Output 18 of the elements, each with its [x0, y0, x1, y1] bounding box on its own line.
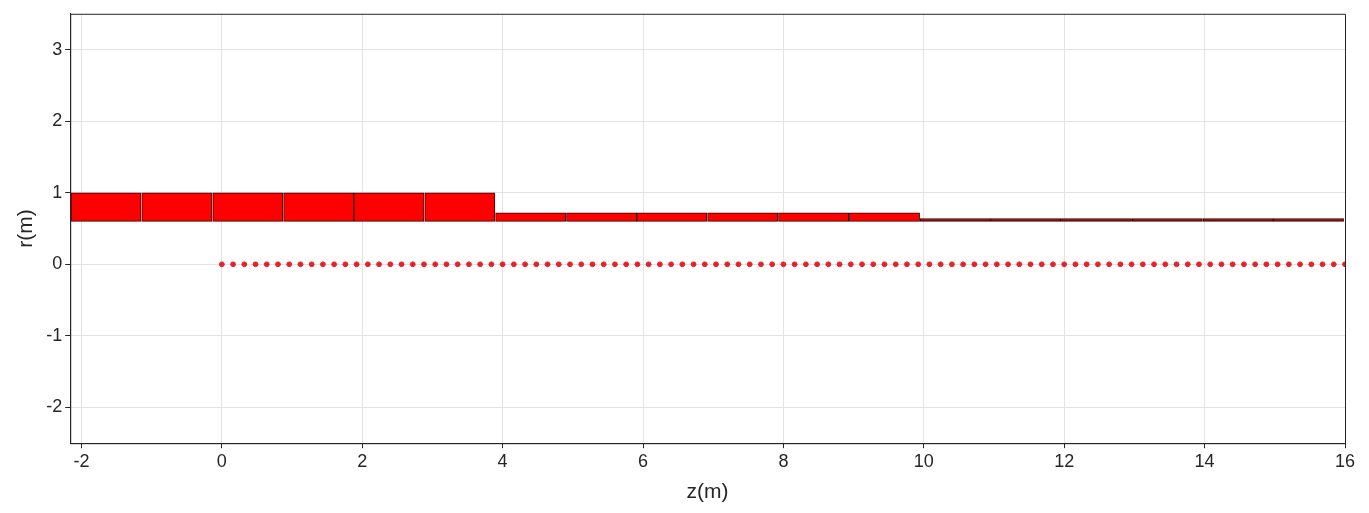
y-tick-label: -1	[46, 324, 63, 345]
y-tick-label: -2	[46, 396, 63, 417]
x-tick-label: 14	[1194, 450, 1215, 471]
y-tick-label: 0	[52, 253, 63, 274]
y-tick-label: 1	[52, 181, 63, 202]
x-tick-label: 8	[778, 450, 789, 471]
x-tick-label: 0	[216, 450, 227, 471]
x-tick-label: 12	[1054, 450, 1075, 471]
y-tick-label: 2	[52, 110, 63, 131]
x-tick-label: 6	[638, 450, 649, 471]
x-tick-label: 4	[497, 450, 508, 471]
x-tick-label: 16	[1334, 450, 1356, 471]
y-axis-title: r(m)	[13, 209, 37, 248]
x-axis-title: z(m)	[686, 479, 729, 503]
x-tick-label: 2	[357, 450, 368, 471]
y-tick-label: 3	[52, 38, 63, 59]
x-tick-label: 10	[913, 450, 934, 471]
x-tick-label: -2	[73, 450, 90, 471]
